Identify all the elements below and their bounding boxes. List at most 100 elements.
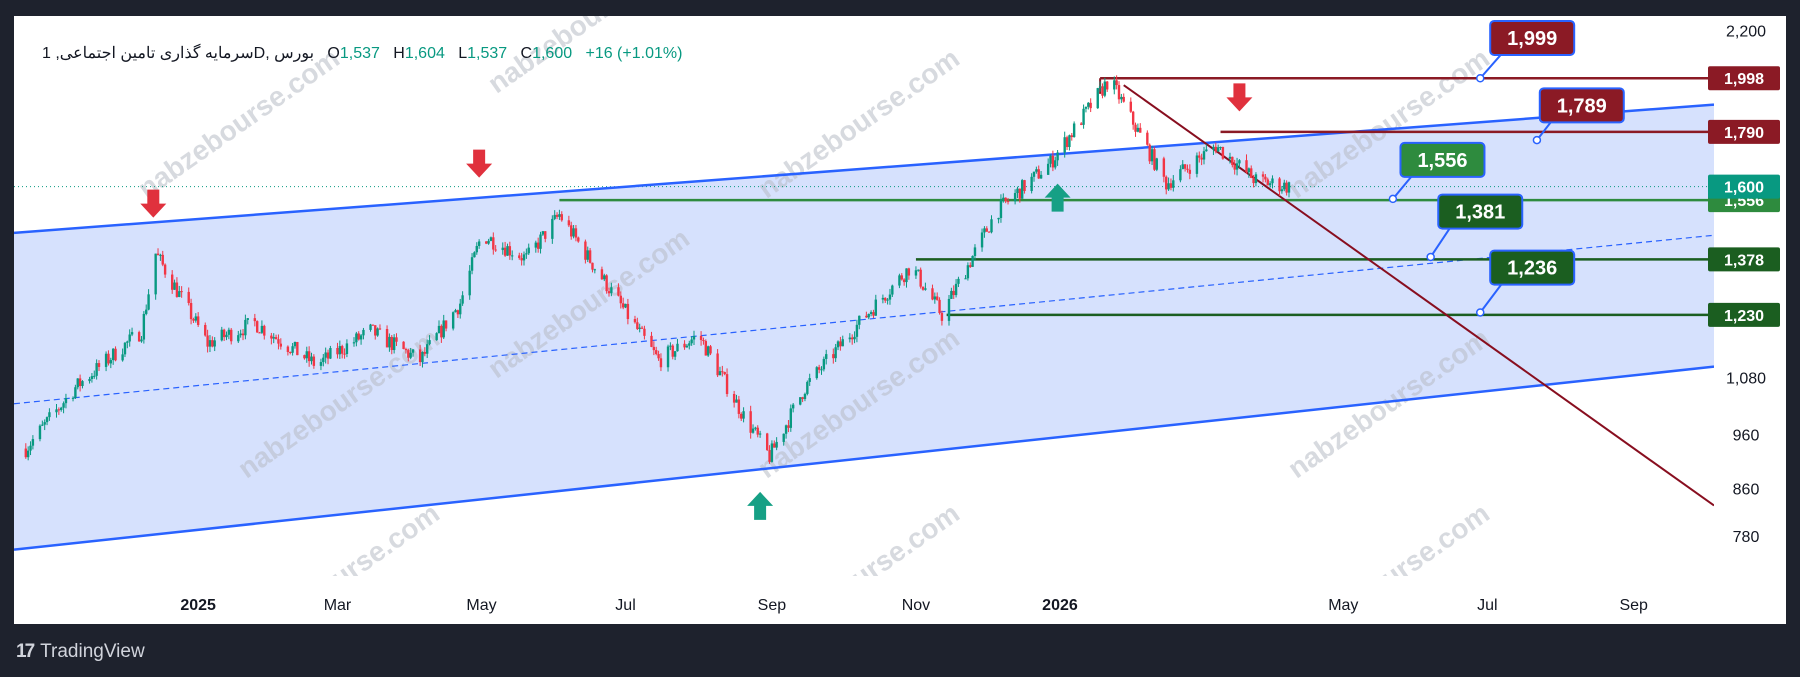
candle-body	[758, 433, 762, 435]
candle-body	[518, 255, 521, 259]
candle-body	[428, 340, 431, 345]
current-price-tag	[1708, 174, 1780, 199]
candle-body	[76, 378, 79, 388]
callout-box	[1399, 141, 1486, 178]
candle-body	[1283, 182, 1286, 190]
candle-body	[655, 350, 658, 355]
candle-body	[551, 218, 554, 239]
candle-body	[26, 450, 30, 458]
candle-body	[1070, 135, 1073, 138]
legend-close-label: C	[520, 45, 533, 62]
candle-body	[921, 286, 925, 290]
candle-body	[902, 279, 906, 283]
chart-canvas[interactable]: nabzebourse.comnabzebourse.comnabzebours…	[14, 16, 1786, 624]
candle-body	[390, 336, 393, 351]
candle-body	[1280, 189, 1284, 192]
candle-body	[553, 214, 556, 219]
candle-body	[137, 332, 141, 342]
price-level-tag-label: 1,230	[1724, 308, 1764, 325]
candle-body	[489, 237, 493, 241]
candle-body	[48, 412, 51, 418]
candle-body	[1051, 155, 1055, 168]
candle-body	[867, 313, 870, 318]
candle-body	[839, 341, 842, 347]
candle-body	[374, 325, 377, 336]
candle-body	[1221, 146, 1225, 159]
arrow-up-icon	[747, 491, 774, 520]
candle-body	[605, 275, 608, 292]
candle-body	[121, 354, 124, 361]
candle-body	[1266, 179, 1269, 186]
time-tick-label: May	[1328, 597, 1358, 614]
candle-body	[725, 374, 729, 394]
candle-body	[815, 367, 818, 379]
candle-body	[973, 247, 977, 256]
candle-body	[178, 291, 181, 297]
candle-body	[444, 320, 448, 329]
legend-symbol[interactable]: سرمایه گذاری تامین اجتماعی, 1D, بورس	[42, 45, 315, 62]
callout-box	[1489, 19, 1576, 56]
candle-body	[702, 339, 705, 342]
candle-body	[709, 346, 712, 354]
price-level-tag-label: 1,378	[1724, 252, 1764, 269]
candle-body	[1139, 127, 1142, 133]
candle-body	[31, 439, 35, 446]
candle-body	[64, 398, 68, 404]
candle-body	[175, 282, 179, 297]
candle-body	[277, 339, 280, 344]
candle-body	[1020, 180, 1024, 199]
candle-body	[41, 424, 44, 426]
candle-body	[874, 299, 878, 316]
candle-body	[437, 325, 441, 334]
channel-upper-line	[14, 103, 1714, 235]
tradingview-footer[interactable]: 17 TradingView	[16, 641, 145, 663]
candle-body	[272, 337, 275, 339]
candle-body	[997, 217, 1000, 220]
candle-body	[473, 252, 476, 258]
candle-body	[1162, 158, 1166, 177]
candle-body	[626, 303, 630, 320]
candle-body	[1205, 149, 1208, 152]
candle-body	[114, 348, 117, 361]
candle-body	[782, 433, 785, 442]
candle-body	[1146, 132, 1149, 145]
candle-body	[286, 346, 290, 352]
candle-body	[296, 341, 299, 356]
candle-body	[1252, 177, 1255, 184]
time-tick-label: Mar	[324, 597, 352, 614]
candle-body	[324, 352, 327, 358]
price-level-tag	[1708, 66, 1780, 91]
channel-mid-line	[14, 234, 1714, 405]
candle-body	[468, 270, 471, 296]
candle-body	[255, 321, 259, 333]
legend-open-label: O	[327, 45, 340, 62]
candle-body	[1235, 163, 1239, 170]
candle-body	[704, 341, 708, 356]
arrow-down-icon	[140, 189, 167, 218]
candle-body	[577, 237, 580, 242]
candle-body	[1068, 135, 1071, 148]
candle-body	[411, 349, 415, 353]
candle-body	[260, 325, 264, 333]
candle-body	[510, 255, 514, 257]
candle-body	[541, 231, 545, 235]
candle-body	[983, 228, 986, 233]
candle-body	[652, 346, 656, 351]
candle-body	[78, 378, 82, 387]
callout-anchor-dot	[1388, 194, 1398, 204]
time-tick-label: Sep	[1619, 597, 1648, 614]
candle-body	[204, 324, 207, 336]
candle-body	[990, 219, 993, 233]
candle-body	[907, 268, 911, 276]
candle-body	[305, 351, 308, 359]
callout-leader	[1429, 224, 1454, 258]
chart-frame[interactable]: nabzebourse.com nabzebourse.com nabzebours…	[14, 16, 1786, 624]
candle-body	[404, 349, 408, 351]
candle-body	[784, 425, 788, 434]
candle-body	[222, 329, 226, 338]
candles	[24, 75, 1291, 464]
candle-body	[673, 351, 677, 357]
candle-body	[1271, 178, 1274, 184]
candle-body	[503, 247, 507, 256]
candle-body	[671, 345, 674, 357]
